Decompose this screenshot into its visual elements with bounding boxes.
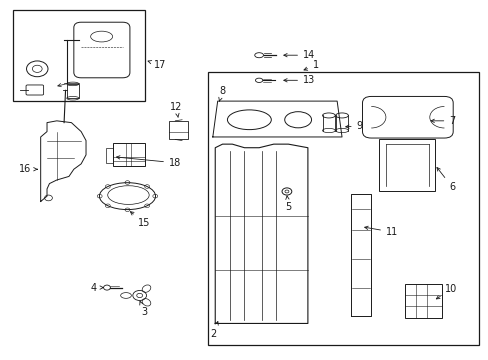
Text: 10: 10 <box>435 284 457 299</box>
Text: 5: 5 <box>285 196 291 212</box>
Text: 3: 3 <box>140 301 147 317</box>
Text: 12: 12 <box>170 102 182 117</box>
Text: 7: 7 <box>430 116 455 126</box>
Bar <box>405 284 441 318</box>
Bar <box>13 10 144 101</box>
Text: 14: 14 <box>283 50 315 60</box>
Bar <box>113 143 144 166</box>
Bar <box>378 139 434 191</box>
Text: 1: 1 <box>304 60 318 70</box>
Text: 17: 17 <box>148 60 166 70</box>
Text: 9: 9 <box>345 121 362 131</box>
Bar <box>105 148 113 163</box>
Text: 2: 2 <box>210 321 218 339</box>
Text: 16: 16 <box>19 164 37 174</box>
Text: 18: 18 <box>116 156 181 168</box>
Text: 13: 13 <box>283 75 315 85</box>
Text: 11: 11 <box>364 226 397 237</box>
Text: 8: 8 <box>218 86 225 101</box>
Text: 6: 6 <box>436 167 454 192</box>
Bar <box>168 121 188 139</box>
Text: 4: 4 <box>91 283 103 293</box>
Text: 15: 15 <box>130 212 150 228</box>
Bar <box>207 72 478 345</box>
Bar <box>66 84 79 98</box>
